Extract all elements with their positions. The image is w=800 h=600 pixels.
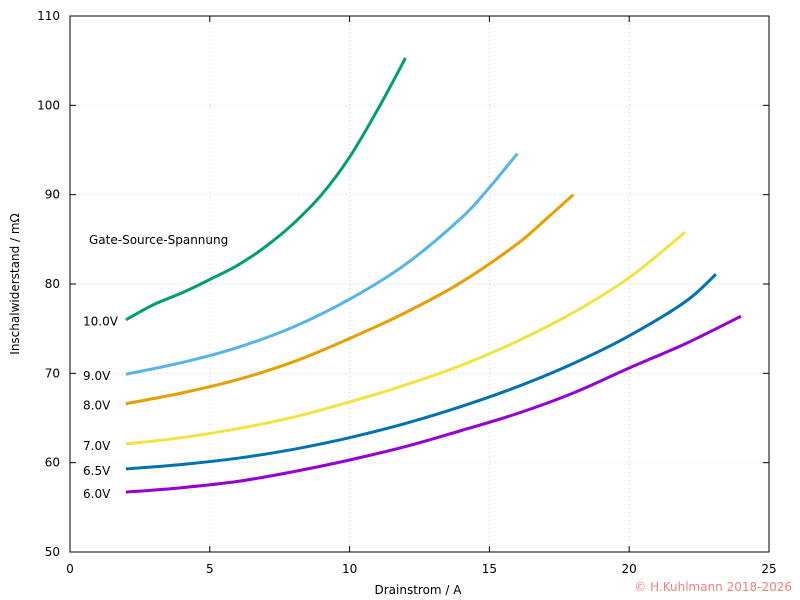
x-tick-label: 5 <box>206 562 214 576</box>
x-tick-label: 10 <box>342 562 357 576</box>
series-label-7-0V: 7.0V <box>83 439 111 453</box>
series-label-6-5V: 6.5V <box>83 464 111 478</box>
series-line-7-0V <box>125 231 687 446</box>
series-label-10-0V: 10.0V <box>83 315 119 329</box>
series-label-8-0V: 8.0V <box>83 399 111 413</box>
series-line-8-0V <box>125 193 575 406</box>
series-label-9-0V: 9.0V <box>83 369 111 383</box>
series-line-6-0V <box>125 314 742 494</box>
copyright-notice: © H.Kuhlmann 2018-2026 <box>634 580 792 594</box>
y-tick-label: 70 <box>45 366 60 380</box>
legend-title: Gate-Source-Spannung <box>89 233 228 247</box>
series-label-6-0V: 6.0V <box>83 487 111 501</box>
y-tick-label: 60 <box>45 456 60 470</box>
series-line-9-0V <box>125 152 519 376</box>
x-ticks: 0 5 10 15 20 25 <box>66 16 777 576</box>
y-tick-label: 100 <box>37 98 60 112</box>
plot-frame <box>69 15 770 553</box>
x-tick-label: 20 <box>622 562 637 576</box>
x-tick-label: 0 <box>66 562 74 576</box>
series-line-6-5V <box>125 273 717 471</box>
x-axis-label: Drainstrom / A <box>374 583 462 597</box>
x-tick-label: 25 <box>761 562 776 576</box>
y-tick-label: 110 <box>37 9 60 23</box>
series-line-10-0V <box>125 57 407 322</box>
legend: Gate-Source-Spannung 10.0V 9.0V 8.0V 7.0V 6.… <box>83 233 228 501</box>
x-tick-label: 15 <box>482 562 497 576</box>
series-lines <box>125 57 742 494</box>
grid-lines <box>70 16 769 552</box>
y-axis-label: Inschalwiderstand / mΩ <box>8 213 22 354</box>
y-tick-label: 90 <box>45 188 60 202</box>
y-tick-label: 80 <box>45 277 60 291</box>
y-tick-label: 50 <box>45 545 60 559</box>
